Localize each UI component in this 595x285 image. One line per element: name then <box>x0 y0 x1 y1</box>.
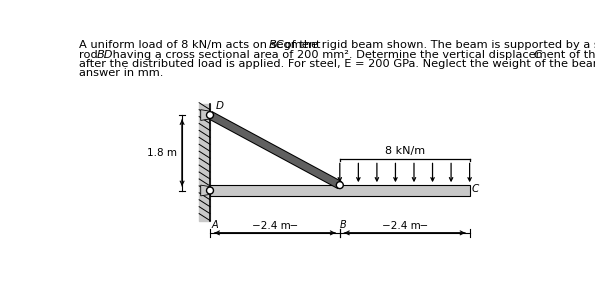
Circle shape <box>336 182 343 189</box>
Text: of the rigid beam shown. The beam is supported by a steel: of the rigid beam shown. The beam is sup… <box>281 40 595 50</box>
Text: A: A <box>212 220 218 230</box>
Polygon shape <box>201 185 210 196</box>
Text: having a cross sectional area of 200 mm². Determine the vertical displacement of: having a cross sectional area of 200 mm²… <box>109 50 595 60</box>
Text: C: C <box>472 184 479 194</box>
Text: answer in mm.: answer in mm. <box>79 68 164 78</box>
Text: −2.4 m─: −2.4 m─ <box>382 221 427 231</box>
Polygon shape <box>201 110 210 121</box>
Circle shape <box>206 112 214 119</box>
Text: rod: rod <box>79 50 101 60</box>
Text: C: C <box>534 50 542 60</box>
Text: −2.4 m─: −2.4 m─ <box>252 221 298 231</box>
Bar <box>210 185 469 196</box>
Text: A uniform load of 8 kN/m acts on segment: A uniform load of 8 kN/m acts on segment <box>79 40 324 50</box>
Text: 8 kN/m: 8 kN/m <box>384 146 425 156</box>
Text: BC: BC <box>269 40 285 50</box>
Text: BD: BD <box>96 50 113 60</box>
Text: B: B <box>340 220 346 230</box>
Circle shape <box>206 187 214 194</box>
Text: D: D <box>215 101 224 111</box>
Text: after the distributed load is applied. For steel, E = 200 GPa. Neglect the weigh: after the distributed load is applied. F… <box>79 59 595 69</box>
Bar <box>199 103 210 221</box>
Text: 1.8 m: 1.8 m <box>148 148 177 158</box>
